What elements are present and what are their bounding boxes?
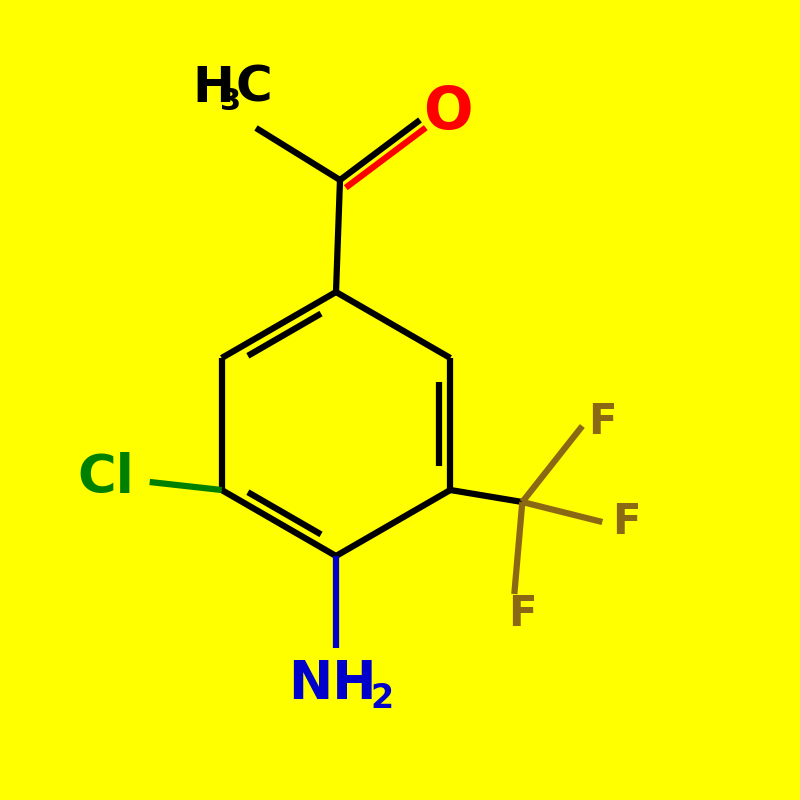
Text: 3: 3 bbox=[220, 87, 241, 116]
Text: O: O bbox=[423, 83, 473, 141]
Text: H: H bbox=[192, 64, 234, 112]
Text: F: F bbox=[508, 593, 537, 635]
Text: C: C bbox=[235, 64, 272, 112]
Text: NH: NH bbox=[288, 658, 376, 710]
Text: F: F bbox=[612, 501, 641, 543]
Text: F: F bbox=[588, 401, 617, 443]
Text: Cl: Cl bbox=[78, 452, 134, 504]
Text: 2: 2 bbox=[371, 682, 394, 715]
